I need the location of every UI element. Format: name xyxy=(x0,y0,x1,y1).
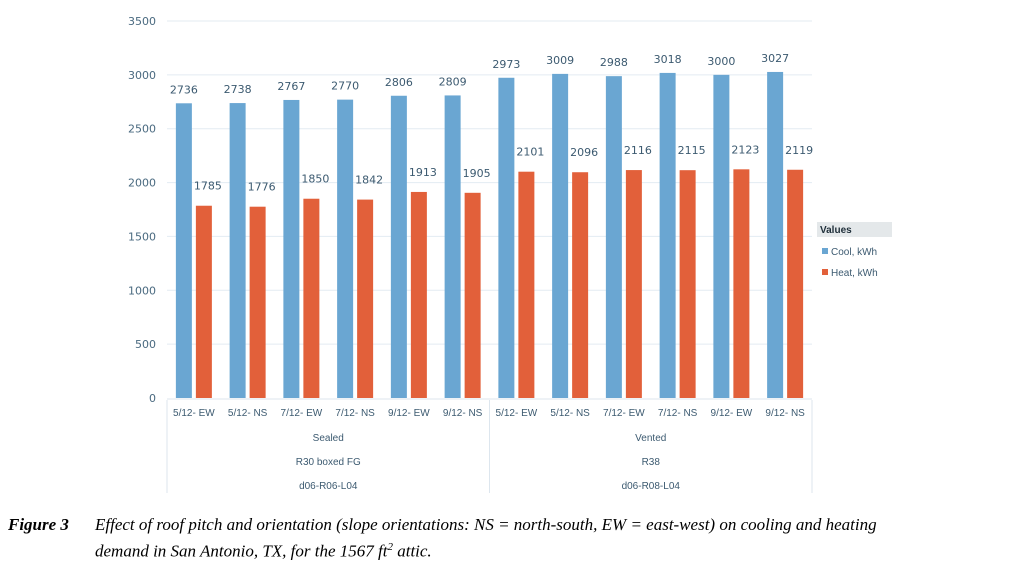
bar-cool xyxy=(390,95,407,398)
y-tick-label: 2500 xyxy=(128,123,156,136)
bar-heat xyxy=(249,206,266,398)
bar-cool xyxy=(498,77,515,398)
bar-cool xyxy=(767,71,784,399)
data-label: 2096 xyxy=(570,146,598,159)
group-label: d06-R08-L04 xyxy=(622,481,681,492)
data-label: 2736 xyxy=(170,83,198,96)
data-label: 3009 xyxy=(546,54,574,67)
caption-superscript: 2 xyxy=(387,541,393,553)
bar-cool xyxy=(337,99,354,398)
x-category-label: 7/12- NS xyxy=(658,408,698,419)
data-label: 2988 xyxy=(600,56,628,69)
bar-cool xyxy=(283,99,300,398)
y-tick-label: 1500 xyxy=(128,230,156,243)
caption-text: demand in San Antonio, TX, for the 1567 … xyxy=(95,541,388,561)
bar-heat xyxy=(410,191,427,398)
bar-cool xyxy=(175,103,192,399)
legend-entry: Cool, kWh xyxy=(831,247,877,258)
data-label: 1913 xyxy=(409,166,437,179)
bar-cool xyxy=(713,74,730,398)
x-category-label: 9/12- NS xyxy=(765,408,805,419)
x-category-label: 5/12- EW xyxy=(173,408,215,419)
group-label: R30 boxed FG xyxy=(296,457,361,468)
legend-entry: Heat, kWh xyxy=(831,268,878,279)
bar-heat xyxy=(303,198,320,398)
legend-swatch xyxy=(822,248,828,254)
group-label: Vented xyxy=(635,433,666,444)
data-label: 1842 xyxy=(355,174,383,187)
y-tick-label: 1000 xyxy=(128,284,156,297)
y-tick-label: 3500 xyxy=(128,15,156,28)
x-category-label: 7/12- EW xyxy=(281,408,323,419)
caption-line-1: Effect of roof pitch and orientation (sl… xyxy=(95,515,877,534)
bar-heat xyxy=(679,170,696,398)
x-category-label: 5/12- EW xyxy=(496,408,538,419)
group-label: R38 xyxy=(642,457,661,468)
data-label: 1785 xyxy=(194,180,222,193)
y-tick-label: 3000 xyxy=(128,69,156,82)
bar-heat xyxy=(787,169,804,398)
legend-header-bg xyxy=(817,222,892,237)
y-tick-label: 0 xyxy=(149,392,156,405)
bar-cool xyxy=(229,103,246,399)
data-label: 2123 xyxy=(731,143,759,156)
data-label: 1776 xyxy=(248,181,276,194)
data-label: 3000 xyxy=(707,55,735,68)
x-category-label: 7/12- EW xyxy=(603,408,645,419)
group-label: Sealed xyxy=(313,433,344,444)
bar-cool xyxy=(444,95,461,398)
bar-heat xyxy=(733,169,750,398)
bar-cool xyxy=(659,72,676,399)
bar-heat xyxy=(195,205,212,398)
group-label: d06-R06-L04 xyxy=(299,481,358,492)
data-label: 2119 xyxy=(785,144,813,157)
data-label: 2767 xyxy=(277,80,305,93)
data-label: 1905 xyxy=(463,167,491,180)
data-label: 2101 xyxy=(516,146,544,159)
bar-cool xyxy=(552,73,569,399)
x-category-label: 9/12- NS xyxy=(443,408,483,419)
legend-title: Values xyxy=(820,225,852,236)
data-label: 2770 xyxy=(331,80,359,93)
data-label: 2116 xyxy=(624,144,652,157)
bar-chart: 0 500 1000 1500 2000 2500 3000 3500 2736 1785 5/12… xyxy=(128,15,892,493)
bar-heat xyxy=(464,192,481,398)
legend-swatch xyxy=(822,269,828,275)
figure-label: Figure 3 xyxy=(8,515,69,534)
bar-heat xyxy=(625,170,642,398)
data-label: 2973 xyxy=(492,58,520,71)
bar-cool xyxy=(605,76,622,398)
data-label: 2809 xyxy=(439,75,467,88)
data-label: 3018 xyxy=(654,53,682,66)
x-category-label: 7/12- NS xyxy=(335,408,375,419)
data-label: 2115 xyxy=(678,144,706,157)
y-tick-label: 500 xyxy=(135,338,156,351)
x-category-label: 9/12- EW xyxy=(711,408,753,419)
data-label: 1850 xyxy=(301,173,329,186)
figure-caption: Figure 3 Effect of roof pitch and orienta… xyxy=(8,514,1018,563)
bar-heat xyxy=(572,172,589,398)
caption-text-end: attic. xyxy=(392,541,432,561)
x-category-label: 5/12- NS xyxy=(550,408,590,419)
bar-heat xyxy=(518,171,535,398)
x-category-label: 5/12- NS xyxy=(228,408,268,419)
bar-heat xyxy=(357,199,374,398)
caption-line-2: demand in San Antonio, TX, for the 1567 … xyxy=(8,536,1018,563)
x-category-label: 9/12- EW xyxy=(388,408,430,419)
data-label: 3027 xyxy=(761,52,789,65)
data-label: 2806 xyxy=(385,76,413,89)
data-label: 2738 xyxy=(224,83,252,96)
y-tick-label: 2000 xyxy=(128,177,156,190)
